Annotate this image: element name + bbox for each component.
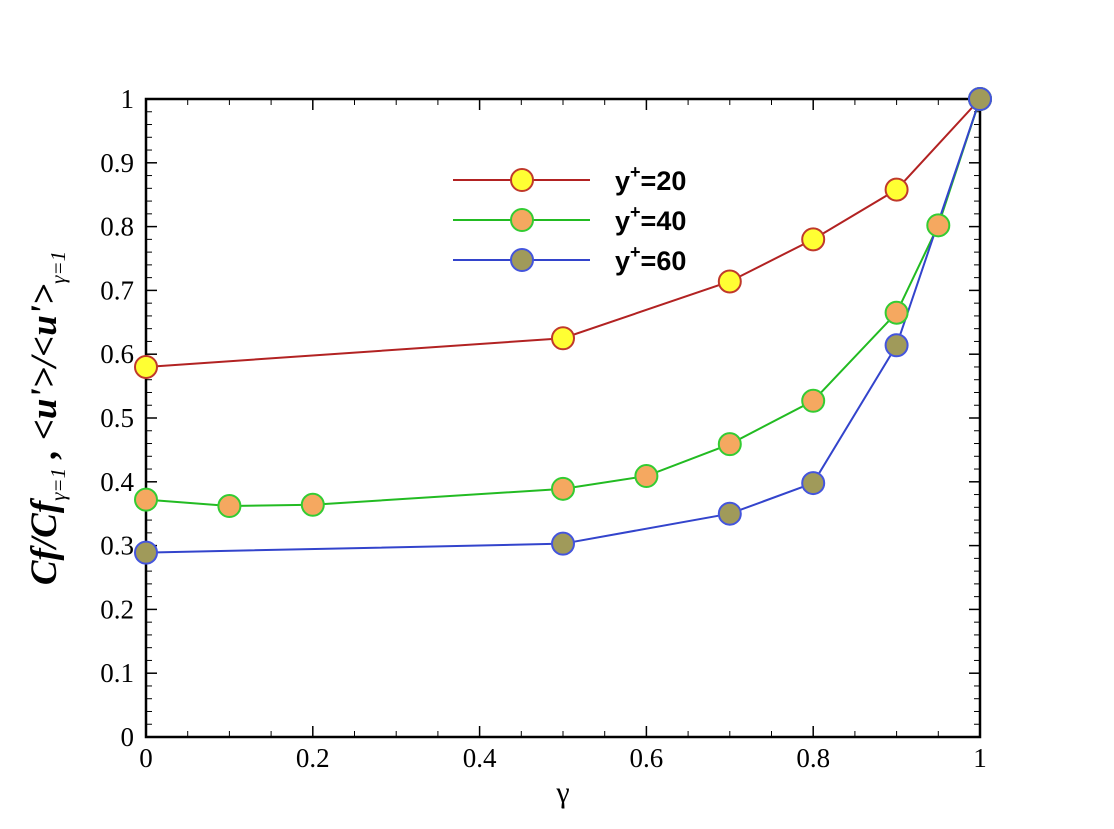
legend-marker-1 [510, 168, 534, 192]
y-tick-label: 0.2 [100, 594, 134, 624]
x-axis-title: γ [555, 776, 569, 809]
y-tick-labels: 0 0.1 0.2 0.3 0.4 0.5 0.6 0.7 0.8 0.9 1 [100, 84, 134, 752]
series-line-1 [145, 98, 981, 368]
data-point-series-2 [551, 476, 575, 501]
x-tick-label: 0.2 [296, 743, 330, 773]
data-point-series-1 [884, 177, 909, 202]
data-point-series-2 [217, 494, 242, 519]
y-tick-label: 0.8 [100, 212, 134, 242]
legend: y+=20 y+=40 y+=60 [453, 162, 686, 276]
data-point-series-2 [884, 300, 909, 325]
x-tick-label: 0.8 [796, 743, 830, 773]
data-point-series-1 [551, 326, 575, 351]
data-point-series-3 [884, 333, 909, 358]
y-axis-title-part1: Cf/Cf [24, 497, 65, 585]
x-tick-label: 0.4 [463, 743, 497, 773]
major-ticks [145, 98, 981, 738]
y-tick-label: 0.5 [100, 403, 134, 433]
data-point-series-2 [134, 487, 158, 512]
y-tick-label: 1 [121, 84, 135, 114]
y-tick-label: 0 [121, 722, 135, 752]
y-tick-label: 0.3 [100, 531, 134, 561]
x-tick-label: 0 [139, 743, 153, 773]
legend-label-1: y+=20 [615, 162, 686, 196]
legend-marker-3 [510, 248, 534, 272]
x-tick-labels: 0 0.2 0.4 0.6 0.8 1 [139, 743, 987, 773]
data-point-series-2 [300, 492, 325, 517]
y-axis-title-part1-sub: γ=1 [46, 468, 70, 501]
series-lines [145, 98, 981, 554]
series-line-2 [145, 98, 981, 508]
data-point-series-3 [134, 540, 158, 565]
series-line-3 [145, 98, 981, 554]
series-markers [134, 87, 992, 565]
data-point-series-2 [801, 388, 826, 413]
data-point-series-3 [801, 471, 826, 496]
legend-label-2: y+=40 [615, 202, 686, 236]
y-tick-label: 0.4 [100, 467, 134, 497]
y-tick-label: 0.9 [100, 148, 134, 178]
x-tick-label: 0.6 [630, 743, 664, 773]
legend-marker-2 [510, 208, 534, 232]
plot-frame [144, 97, 982, 739]
data-point-series-1 [717, 269, 742, 294]
y-tick-label: 0.6 [100, 339, 134, 369]
data-point-series-3 [551, 531, 575, 556]
x-tick-label: 1 [973, 743, 987, 773]
y-axis-title-part2-sub: γ=1 [46, 251, 70, 284]
y-axis-title-part2: <u'>/<u'> [24, 284, 65, 440]
legend-label-3: y+=60 [615, 242, 686, 276]
data-point-series-2 [926, 213, 951, 238]
data-point-series-3 [968, 87, 992, 111]
y-tick-label: 0.7 [100, 275, 134, 305]
data-point-series-3 [717, 501, 742, 526]
data-point-series-1 [801, 227, 826, 252]
y-axis-title-separator: , [24, 440, 65, 468]
y-axis-title: Cf/Cfγ=1 , <u'>/<u'>γ=1 [24, 251, 70, 585]
minor-ticks [146, 99, 980, 737]
data-point-series-1 [134, 354, 158, 379]
y-tick-label: 0.1 [100, 658, 134, 688]
data-point-series-2 [634, 464, 659, 489]
data-point-series-2 [717, 432, 742, 457]
